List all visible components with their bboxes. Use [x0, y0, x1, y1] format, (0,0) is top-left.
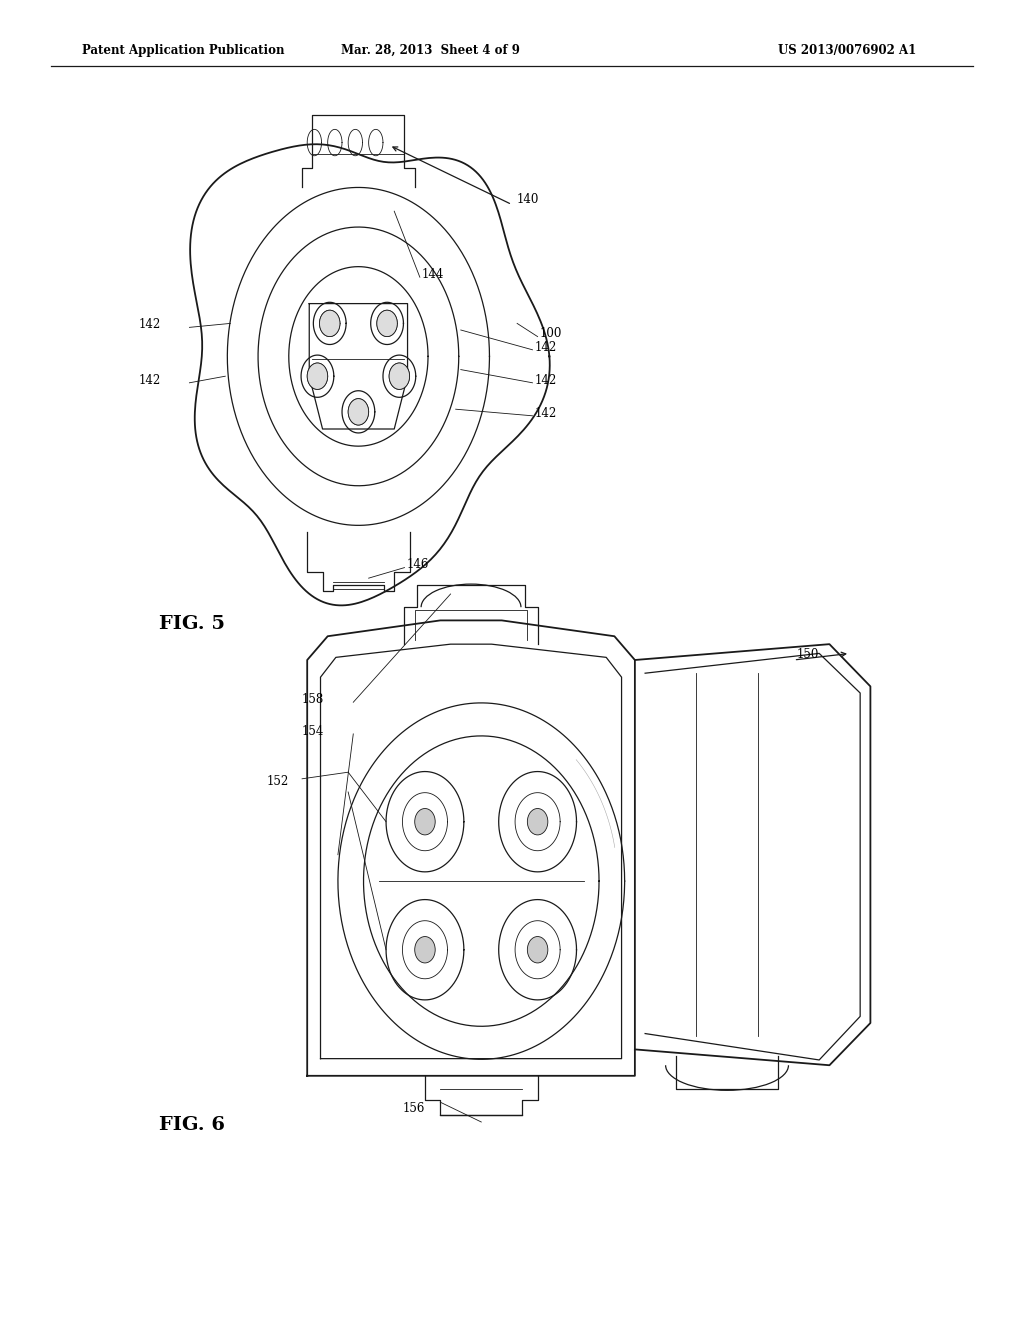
Text: 142: 142: [138, 374, 161, 387]
Text: 156: 156: [402, 1102, 425, 1115]
Circle shape: [319, 310, 340, 337]
Text: FIG. 6: FIG. 6: [159, 1115, 224, 1134]
Text: 142: 142: [535, 407, 557, 420]
Circle shape: [348, 399, 369, 425]
Text: 150: 150: [797, 648, 819, 661]
Text: 142: 142: [138, 318, 161, 331]
Circle shape: [389, 363, 410, 389]
Circle shape: [307, 363, 328, 389]
Text: 158: 158: [302, 693, 325, 706]
Text: 142: 142: [535, 374, 557, 387]
Text: 144: 144: [422, 268, 444, 281]
Text: FIG. 5: FIG. 5: [159, 615, 224, 634]
Text: Patent Application Publication: Patent Application Publication: [82, 44, 285, 57]
Text: 100: 100: [540, 327, 562, 341]
Circle shape: [415, 808, 435, 836]
Circle shape: [527, 808, 548, 836]
Text: US 2013/0076902 A1: US 2013/0076902 A1: [778, 44, 916, 57]
Circle shape: [377, 310, 397, 337]
Circle shape: [415, 937, 435, 964]
Text: 154: 154: [302, 725, 325, 738]
Text: 142: 142: [535, 341, 557, 354]
Circle shape: [527, 937, 548, 964]
Text: 140: 140: [517, 193, 540, 206]
Text: 152: 152: [266, 775, 289, 788]
Text: 146: 146: [407, 558, 429, 572]
Text: Mar. 28, 2013  Sheet 4 of 9: Mar. 28, 2013 Sheet 4 of 9: [341, 44, 519, 57]
